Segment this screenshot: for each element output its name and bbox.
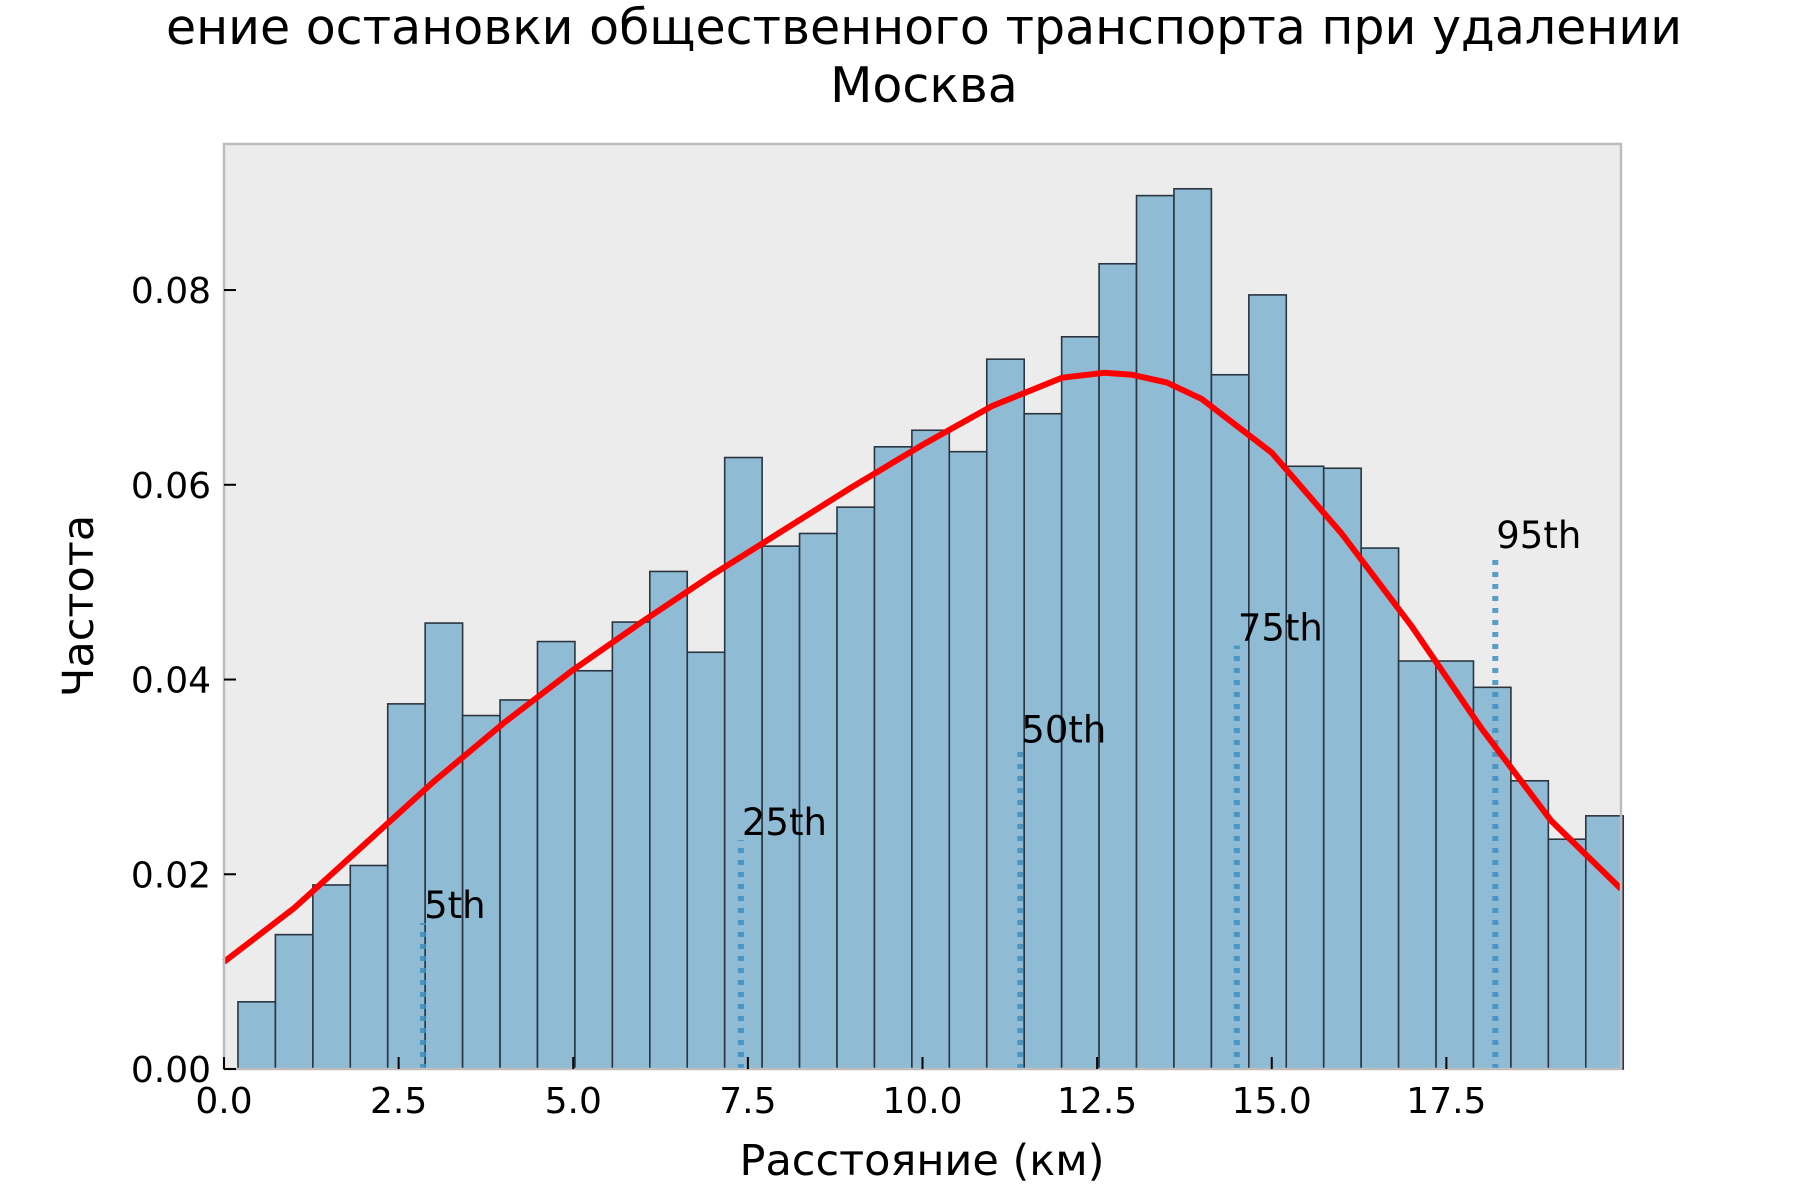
histogram-bar [312, 884, 352, 1070]
histogram-bar [948, 450, 988, 1070]
histogram-bar [836, 506, 876, 1070]
histogram-bar [1322, 467, 1362, 1070]
histogram-bar [985, 358, 1026, 1070]
histogram-bar [1098, 262, 1138, 1070]
x-axis-label: Расстояние (км) [740, 1136, 1105, 1186]
x-tick-label: 17.5 [1406, 1081, 1486, 1122]
histogram-bar [1285, 465, 1325, 1070]
histogram-bar [1060, 335, 1100, 1070]
histogram-bar [1435, 660, 1475, 1070]
histogram-bar [873, 446, 913, 1070]
y-axis: 0.00 0.02 0.04 0.06 0.08 [131, 271, 236, 1091]
histogram-bar [1397, 660, 1437, 1070]
y-tick-label: 0.04 [131, 661, 211, 702]
x-tick-label: 2.5 [370, 1081, 427, 1122]
histogram-bar [349, 864, 389, 1070]
histogram-bar [723, 456, 763, 1070]
histogram-bar [574, 669, 614, 1070]
histogram-bar [1173, 187, 1213, 1070]
histogram-bar [386, 703, 426, 1070]
histogram-bar [237, 1001, 277, 1070]
chart-title-line1: ение остановки общественного транспорта … [166, 0, 1682, 56]
histogram-bar [1248, 294, 1288, 1070]
histogram-bar [1023, 412, 1063, 1070]
histogram-bar [1135, 194, 1175, 1070]
histogram-bar [1584, 815, 1625, 1070]
y-tick-label: 0.06 [131, 466, 211, 507]
histogram-bar [499, 699, 539, 1070]
x-tick-label: 5.0 [545, 1081, 602, 1122]
y-tick-label: 0.02 [131, 855, 211, 896]
histogram-bar [1547, 838, 1587, 1070]
x-tick-label: 10.0 [882, 1081, 962, 1122]
bars-group [237, 187, 1625, 1070]
x-tick-label: 12.5 [1057, 1081, 1137, 1122]
histogram-bar [911, 429, 951, 1070]
histogram-bar [274, 933, 314, 1070]
histogram-bar [611, 621, 651, 1070]
x-tick-label: 0.0 [195, 1081, 252, 1122]
percentile-label: 95th [1496, 514, 1581, 557]
chart-title-line2: Москва [830, 57, 1018, 114]
percentile-label: 50th [1021, 709, 1106, 752]
density-curve [222, 369, 1624, 965]
percentile-label: 75th [1238, 606, 1323, 649]
histogram-bar [1510, 779, 1550, 1070]
percentile-label: 5th [424, 884, 486, 927]
percentile-markers: 5th 25th 50th 75th 95th [420, 514, 1581, 1069]
x-tick-label: 7.5 [719, 1081, 776, 1122]
histogram-bar [536, 640, 576, 1070]
x-tick-label: 15.0 [1232, 1081, 1312, 1122]
percentile-label: 25th [742, 801, 827, 844]
y-tick-label: 0.08 [131, 271, 211, 312]
histogram-bar [798, 532, 838, 1070]
x-axis: 0.0 2.5 5.0 7.5 10.0 12.5 15.0 17.5 [195, 1057, 1486, 1122]
y-axis-label: Частота [54, 515, 104, 697]
histogram-bar [761, 545, 801, 1070]
histogram-bar [686, 651, 726, 1070]
histogram-bar [1210, 373, 1250, 1070]
histogram-bar [649, 570, 689, 1070]
histogram-bar [1360, 547, 1400, 1070]
y-tick-label: 0.00 [131, 1050, 211, 1091]
histogram-bar [424, 622, 464, 1070]
